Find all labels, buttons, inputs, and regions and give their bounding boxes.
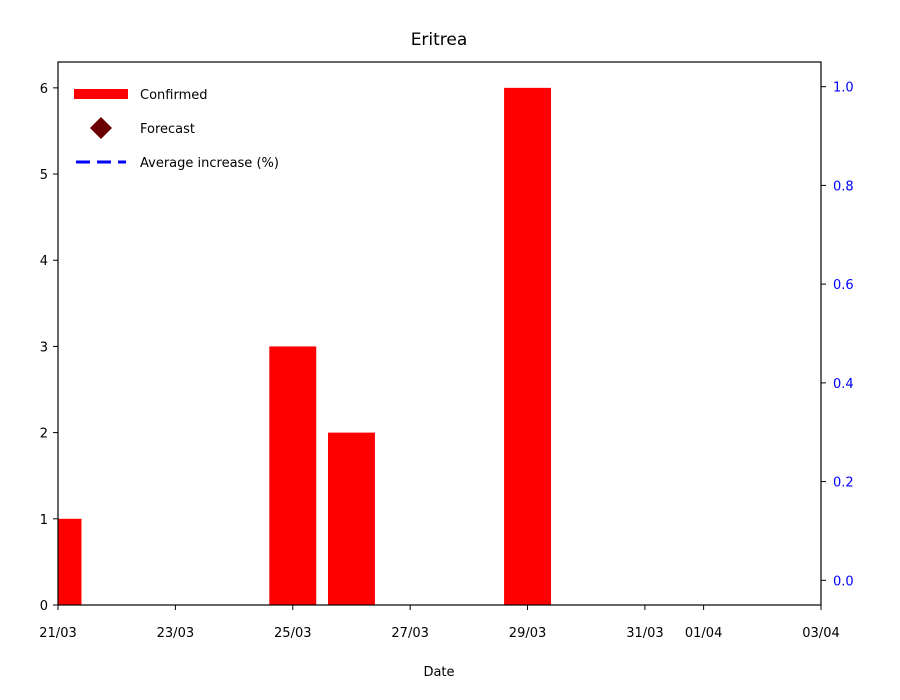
- x-tick-label: 27/03: [391, 626, 428, 641]
- x-tick-label: 25/03: [274, 626, 311, 641]
- bar-26/03: [327, 432, 375, 605]
- y-tick-label: 0: [40, 599, 48, 614]
- x-tick-label: 03/04: [802, 626, 839, 641]
- bar-29/03: [504, 87, 552, 606]
- legend-label: Forecast: [140, 122, 195, 137]
- y-tick-label: 3: [40, 340, 48, 355]
- legend-label: Average increase (%): [140, 156, 279, 171]
- legend-swatch-confirmed: [74, 89, 128, 99]
- y-tick-label: 1: [40, 513, 48, 528]
- y-tick-label: 4: [40, 254, 48, 269]
- y-tick-label: 5: [40, 168, 48, 183]
- y-right-tick-label: 0.2: [833, 476, 854, 491]
- bars: [58, 87, 552, 606]
- x-tick-label: 21/03: [39, 626, 76, 641]
- chart-title: Eritrea: [411, 30, 468, 50]
- x-tick-label: 29/03: [509, 626, 546, 641]
- x-tick-label: 31/03: [626, 626, 663, 641]
- bar-25/03: [269, 346, 317, 605]
- bar-21/03: [58, 518, 82, 605]
- x-tick-label: 23/03: [157, 626, 194, 641]
- legend-marker-forecast: [90, 117, 112, 139]
- y-right-tick-label: 1.0: [833, 81, 854, 96]
- axes: 0 1 2 3 4 5 6 0.0 0.2 0.4 0.6 0.8 1.0 21/03 23/03 25/03…: [39, 61, 854, 641]
- legend: Confirmed Forecast Average increase (%): [74, 88, 279, 171]
- y-right-tick-label: 0.6: [833, 278, 854, 293]
- legend-label: Confirmed: [140, 88, 208, 103]
- x-tick-label: 01/04: [685, 626, 722, 641]
- y-tick-label: 2: [40, 427, 48, 442]
- y-right-tick-label: 0.0: [833, 574, 854, 589]
- plot-frame: [57, 61, 822, 606]
- y-right-tick-label: 0.8: [833, 179, 854, 194]
- y-right-tick-label: 0.4: [833, 377, 854, 392]
- y-tick-label: 6: [40, 82, 48, 97]
- x-axis-label: Date: [423, 665, 454, 680]
